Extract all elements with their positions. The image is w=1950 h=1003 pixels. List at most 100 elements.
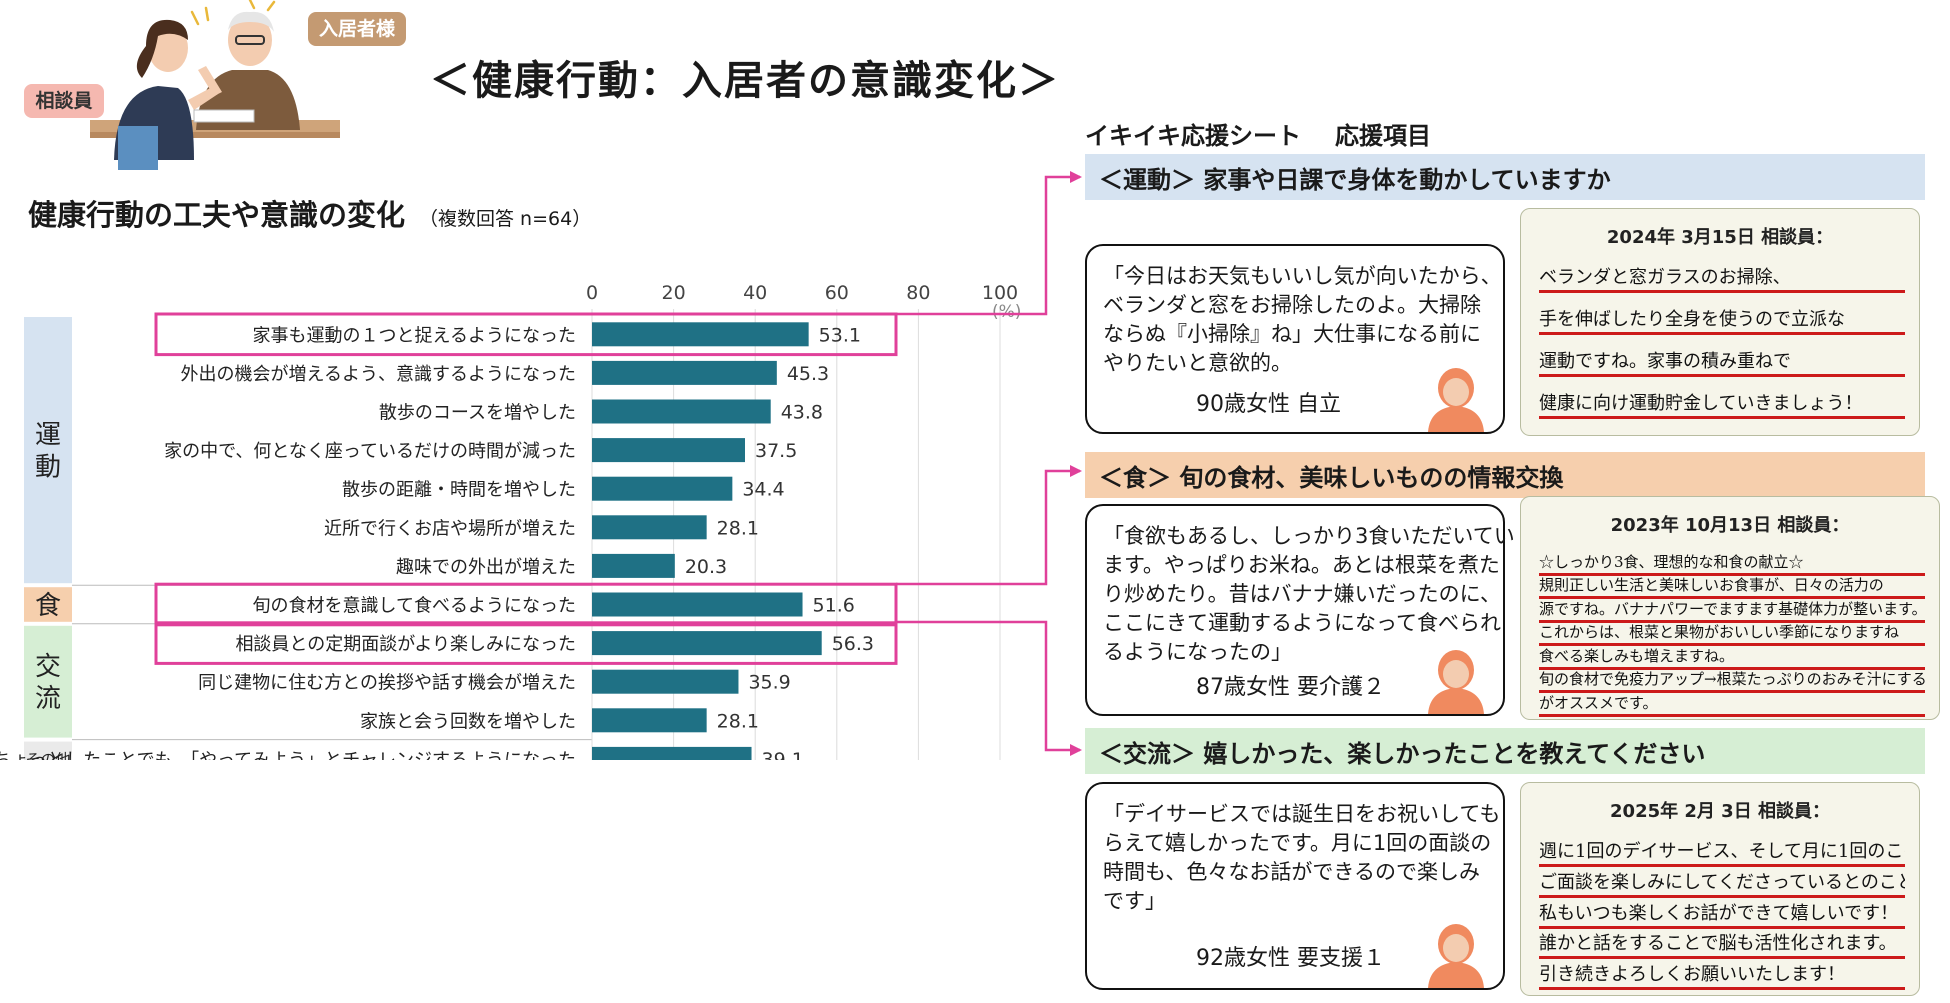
category-label-0: 家事も運動の１つと捉えるようになった	[253, 325, 576, 346]
quote-line: るようになったの」	[1103, 640, 1292, 664]
x-tick-label-5: 100	[982, 282, 1018, 304]
category-label-6: 趣味での外出が増えた	[396, 557, 576, 578]
note-line: 手を伸ばしたり全身を使うので立派な	[1539, 305, 1905, 335]
category-label-4: 散歩の距離・時間を増やした	[342, 480, 576, 501]
bar-2	[592, 399, 771, 424]
group-label-1: 食	[35, 591, 61, 621]
avatar-0	[1428, 368, 1484, 432]
note-line: 源ですね。バナナパワーでますます基礎体力が整います。	[1539, 598, 1925, 623]
bar-1	[592, 360, 777, 385]
group-band-0	[24, 317, 72, 584]
value-label-3: 37.5	[755, 440, 797, 462]
value-label-11: 39.1	[762, 749, 804, 760]
chart-title: 健康行動の工夫や意識の変化	[28, 198, 406, 232]
chart-title-block: 健康行動の工夫や意識の変化 （複数回答 n=64）	[28, 192, 591, 234]
value-label-10: 28.1	[717, 710, 759, 732]
bar-4	[592, 476, 733, 501]
x-tick-label-1: 20	[662, 282, 686, 304]
quote-line: やりたいと意欲的。	[1103, 351, 1292, 375]
avatar-1	[1428, 650, 1484, 714]
sheet-subtitle-text: 応援項目	[1335, 122, 1431, 150]
quote-person-2: 92歳女性 要支援１	[1196, 946, 1385, 971]
quote-line: ならぬ『小掃除』ね」大仕事になる前に	[1103, 322, 1481, 346]
note-line: 規則正しい生活と美味しいお食事が、日々の活力の	[1539, 574, 1925, 600]
page-title: ＜健康行動：入居者の意識変化＞	[430, 58, 1060, 104]
quote-line: です」	[1103, 889, 1166, 913]
note-line: 運動ですね。家事の積み重ねで	[1539, 347, 1905, 377]
connector-food-arrow-icon	[1070, 465, 1082, 477]
quote-person-1: 87歳女性 要介護２	[1196, 675, 1385, 700]
quote-line: 「デイサービスでは誕生日をお祝いしても	[1103, 802, 1501, 826]
quote-line: 時間も、色々なお話ができるので楽しみ	[1103, 860, 1480, 884]
handwritten-note-0: 2024年 3月15日 相談員： ベランダと窓ガラスのお掃除、 手を伸ばしたり全身を…	[1520, 208, 1920, 436]
quote-box-0: 「今日はお天気もいいし気が向いたから、 ベランダと窓をお掃除したのよ。大掃除 ならぬ…	[1085, 244, 1505, 434]
counselor-figure-icon	[114, 19, 218, 170]
handwritten-note-1: 2023年 10月13日 相談員： ☆しっかり3食、理想的な和食の献立☆ 規則正しい…	[1520, 496, 1940, 720]
bar-6	[592, 553, 675, 578]
quote-line: ベランダと窓をお掃除したのよ。大掃除	[1103, 293, 1481, 317]
category-label-11: ちょっとしたことでも、「やってみよう」とチャレンジするようになった	[0, 750, 576, 760]
value-label-7: 51.6	[813, 595, 855, 617]
group-label-0-0: 運	[35, 420, 61, 450]
note-line: がオススメです。	[1539, 692, 1925, 717]
note-line: ☆しっかり3食、理想的な和食の献立☆	[1539, 551, 1925, 576]
note-line: ベランダと窓ガラスのお掃除、	[1539, 263, 1905, 293]
category-label-9: 同じ建物に住む方との挨拶や話す機会が増えた	[198, 673, 576, 694]
x-tick-label-3: 60	[825, 282, 849, 304]
consultation-illustration	[90, 0, 340, 170]
quote-line: り炒めたり。昔はバナナ嫌いだったのに、	[1103, 582, 1501, 606]
note-line: これからは、根菜と果物がおいしい季節になりますね	[1539, 621, 1925, 647]
sheet-title-text: イキイキ応援シート	[1085, 122, 1301, 150]
note-line: 旬の食材で免疫力アップ→根菜たっぷりのおみそ汁にする	[1539, 668, 1925, 694]
x-unit-label: (%)	[992, 302, 1021, 322]
group-band-1	[24, 587, 72, 622]
quote-line: 「食欲もあるし、しっかり3食いただいてい	[1103, 524, 1515, 548]
quote-line: ここにきて運動するようになって食べられ	[1103, 611, 1501, 635]
resident-badge: 入居者様	[308, 12, 406, 46]
category-label-2: 散歩のコースを増やした	[379, 403, 576, 424]
bar-9	[592, 669, 739, 694]
x-tick-label-4: 80	[906, 282, 930, 304]
note-line: 食べる楽しみも増えますね。	[1539, 645, 1925, 670]
quote-box-1: 「食欲もあるし、しっかり3食いただいてい ます。やっぱりお米ね。あとは根菜を煮たり…	[1085, 504, 1515, 716]
value-label-9: 35.9	[748, 672, 790, 694]
quote-line: 「今日はお天気もいいし気が向いたから、	[1103, 264, 1502, 288]
chart-note: （複数回答 n=64）	[419, 208, 592, 230]
group-label-0-1: 動	[35, 452, 61, 482]
note-line: 引き続きよろしくお願いいたします！	[1539, 960, 1905, 991]
value-label-1: 45.3	[787, 363, 829, 385]
quote-line: ます。やっぱりお米ね。あとは根菜を煮た	[1103, 553, 1500, 577]
counselor-badge: 相談員	[24, 84, 104, 118]
paper-shape	[193, 109, 255, 123]
category-label-10: 家族と会う回数を増やした	[360, 711, 576, 732]
value-label-0: 53.1	[819, 324, 861, 346]
section-header-1: ＜食＞ 旬の食材、美味しいものの情報交換	[1085, 452, 1925, 498]
category-label-8: 相談員との定期面談がより楽しみになった	[235, 634, 576, 655]
quote-box-2: 「デイサービスでは誕生日をお祝いしても らえて嬉しかったです。月に1回の面談の 時間…	[1085, 782, 1505, 990]
connector-social-arrow-icon	[1070, 744, 1082, 756]
x-tick-label-0: 0	[586, 282, 598, 304]
bar-11	[592, 746, 752, 760]
value-label-5: 28.1	[717, 517, 759, 539]
avatar-2	[1428, 924, 1484, 988]
highlight-box-1	[154, 582, 898, 627]
x-tick-label-2: 40	[743, 282, 767, 304]
bar-10	[592, 708, 707, 733]
note-line: 誰かと話をすることで脳も活性化されます。	[1539, 929, 1905, 960]
bar-0	[592, 322, 809, 347]
table-edge-shape	[90, 132, 340, 138]
note-line: ご面談を楽しみにしてくださっているとのこと、	[1539, 868, 1905, 898]
bar-7	[592, 592, 803, 617]
section-header-2: ＜交流＞ 嬉しかった、楽しかったことを教えてください	[1085, 728, 1925, 774]
sparkle-icon	[190, 0, 276, 26]
value-label-2: 43.8	[781, 402, 823, 424]
note-date: 2023年 10月13日 相談員：	[1610, 515, 1850, 536]
value-label-6: 20.3	[685, 556, 727, 578]
quote-person-0: 90歳女性 自立	[1196, 392, 1341, 417]
connector-exercise-arrow-icon	[1070, 171, 1082, 183]
highlight-box-0	[154, 312, 898, 357]
note-line: 私もいつも楽しくお話ができて嬉しいです！	[1539, 899, 1905, 929]
group-band-2	[24, 625, 72, 738]
value-label-4: 34.4	[742, 479, 784, 501]
note-date: 2025年 2月 3日 相談員：	[1610, 801, 1830, 822]
